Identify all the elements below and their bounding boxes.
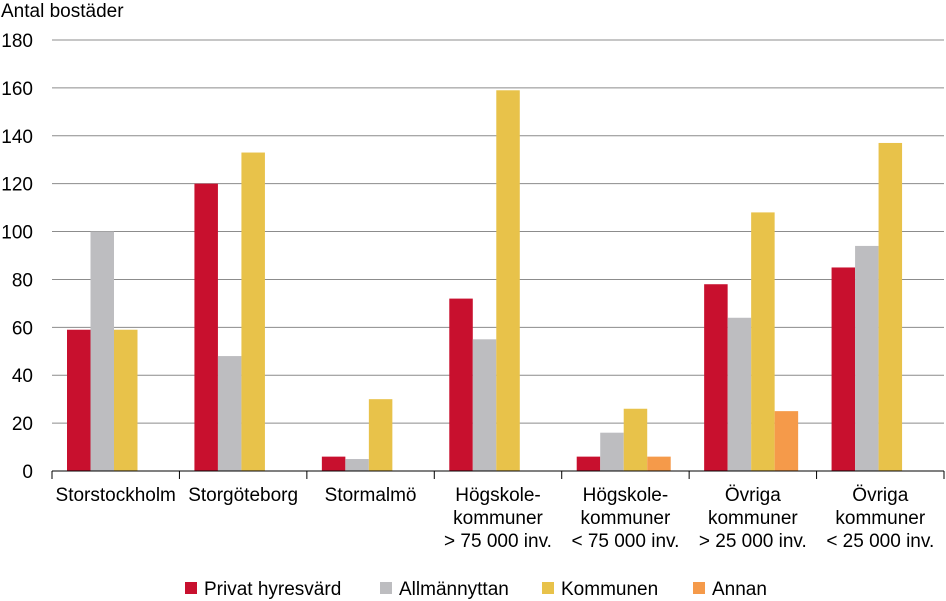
- bar: [368, 399, 393, 471]
- bar: [831, 267, 856, 471]
- x-tick-label: Stormalmö: [325, 485, 417, 506]
- legend-label: Kommunen: [561, 579, 658, 600]
- bar: [496, 90, 520, 472]
- bar: [114, 329, 138, 471]
- bar: [449, 298, 473, 471]
- x-axis-ticks: Storstockholm Storgöteborg Stormalmö Högsko…: [56, 485, 935, 552]
- y-axis-ticks: 0 20 40 60 80 100 120 140 160 180: [1, 31, 33, 483]
- legend-swatch: [542, 582, 554, 594]
- bar: [727, 317, 752, 471]
- x-tick-label: Storgöteborg: [188, 485, 298, 506]
- bar: [855, 245, 879, 471]
- legend-label: Allmännyttan: [399, 579, 509, 600]
- bar: [321, 456, 346, 471]
- bar: [472, 339, 497, 471]
- y-tick-label: 160: [1, 79, 33, 100]
- y-tick-label: 180: [1, 31, 33, 52]
- y-tick-label: 80: [12, 270, 33, 291]
- bar: [194, 183, 218, 471]
- bar: [67, 329, 91, 471]
- bar: [600, 432, 624, 471]
- x-tick-label: Övriga kommuner > 25 000 inv.: [699, 485, 807, 552]
- x-tick-label: Storstockholm: [56, 485, 176, 506]
- bar: [704, 284, 728, 471]
- legend-swatch: [185, 582, 197, 594]
- bar: [751, 212, 775, 471]
- y-tick-label: 20: [12, 414, 33, 435]
- bar: [623, 408, 648, 471]
- legend-label: Annan: [712, 579, 767, 600]
- y-tick-label: 0: [22, 462, 33, 483]
- y-tick-label: 100: [1, 223, 33, 244]
- bar: [878, 142, 903, 471]
- x-tick-label: Övriga kommuner < 25 000 inv.: [826, 485, 934, 552]
- y-tick-label: 140: [1, 127, 33, 148]
- bar: [241, 152, 265, 472]
- bars: [67, 90, 903, 472]
- bar: [345, 459, 369, 471]
- x-axis: [51, 470, 945, 479]
- y-tick-label: 60: [12, 318, 33, 339]
- x-tick-label: Högskole-kommuner < 75 000 inv.: [571, 485, 679, 552]
- legend-swatch: [693, 582, 705, 594]
- legend-label: Privat hyresvärd: [204, 579, 341, 600]
- y-tick-label: 120: [1, 175, 33, 196]
- x-tick-label: Högskole-kommuner > 75 000 inv.: [444, 485, 552, 552]
- bar: [90, 231, 114, 471]
- y-tick-label: 40: [12, 366, 33, 387]
- legend: Privat hyresvärd Allmännyttan Kommunen Anna…: [185, 579, 767, 600]
- legend-swatch: [380, 582, 392, 594]
- bar: [647, 456, 671, 471]
- bar: [774, 411, 799, 471]
- y-axis-title: Antal bostäder: [1, 1, 124, 22]
- bar: [576, 456, 601, 471]
- bar: [217, 356, 242, 471]
